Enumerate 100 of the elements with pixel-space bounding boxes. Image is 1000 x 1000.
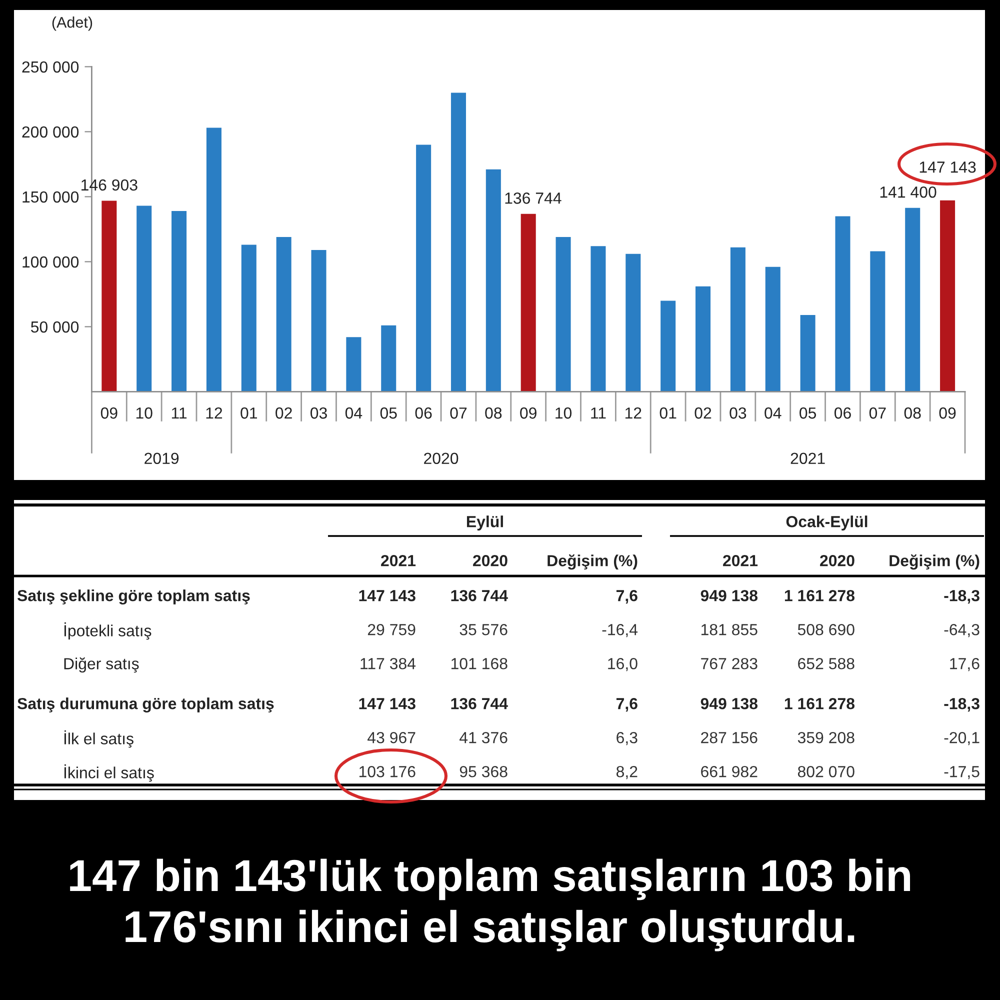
text: 949 138 xyxy=(700,590,758,602)
text: 147 143 xyxy=(359,698,416,710)
bar xyxy=(800,315,816,392)
category-label: Değişim (%) xyxy=(548,554,638,570)
text: 43 967 xyxy=(368,732,416,744)
bar xyxy=(556,237,571,392)
bar xyxy=(311,250,326,392)
y-tick-label: 100 000 xyxy=(22,256,79,268)
category-label: Değişim (%) xyxy=(890,554,980,570)
text: 41 376 xyxy=(460,732,508,744)
text: -64,3 xyxy=(944,624,980,638)
bar xyxy=(940,200,956,392)
text: 136 744 xyxy=(451,698,508,710)
text: 7,6 xyxy=(616,590,638,604)
text: 652 588 xyxy=(798,658,854,670)
bar xyxy=(241,244,256,392)
y-tick-label: 250 000 xyxy=(22,61,79,73)
x-tick-label: 05 xyxy=(800,407,816,419)
y-tick-label: 150 000 xyxy=(22,191,79,203)
text: -20,1 xyxy=(944,732,980,746)
data-label: 147 143 xyxy=(920,161,976,173)
text: 6,3 xyxy=(616,732,638,746)
x-tick-label: 09 xyxy=(100,407,118,419)
text: 802 070 xyxy=(798,766,854,778)
x-tick-label: 12 xyxy=(206,407,222,419)
text: 117 384 xyxy=(360,658,416,670)
text: 95 368 xyxy=(460,766,508,778)
category-label: 2020 xyxy=(473,554,508,566)
y-tick-label: 50 000 xyxy=(30,321,79,333)
text: 1 161 278 xyxy=(784,590,855,602)
category-label: Satış durumuna göre toplam satış xyxy=(17,698,274,712)
text: 949 138 xyxy=(700,698,758,710)
text: 8,2 xyxy=(616,766,638,780)
x-tick-label: 02 xyxy=(694,407,712,419)
text: 17,6 xyxy=(950,658,980,672)
x-tick-label: 09 xyxy=(520,407,536,419)
text: 7,6 xyxy=(616,698,638,712)
bar xyxy=(102,200,117,392)
text: 35 576 xyxy=(460,624,508,636)
x-tick-label: 06 xyxy=(834,407,851,419)
text: 1 161 278 xyxy=(784,698,855,710)
x-tick-label: 11 xyxy=(172,408,187,419)
category-label: Satış şekline göre toplam satış xyxy=(17,590,250,604)
data-label: 146 903 xyxy=(82,179,138,191)
x-tick-label: 03 xyxy=(310,407,327,419)
bar xyxy=(381,325,396,392)
x-tick-label: 04 xyxy=(764,407,782,419)
x-tick-label: 10 xyxy=(136,407,152,419)
text: 29 759 xyxy=(368,624,416,636)
text: 767 283 xyxy=(701,658,758,670)
category-label: 2021 xyxy=(723,554,758,566)
category-label: İkinci el satış xyxy=(64,764,154,782)
y-tick-label: 200 000 xyxy=(22,126,79,138)
text: -17,5 xyxy=(944,766,980,780)
x-tick-label: 03 xyxy=(730,407,746,419)
text: 103 176 xyxy=(359,766,416,778)
bar xyxy=(346,337,362,392)
category-label: 2021 xyxy=(381,554,416,566)
x-tick-label: 10 xyxy=(556,407,572,419)
text: 2020 xyxy=(424,452,458,464)
category-label: İpotekli satış xyxy=(64,622,152,640)
text: 147 143 xyxy=(359,590,416,602)
x-tick-label: 07 xyxy=(869,407,886,419)
text: -18,3 xyxy=(944,698,980,712)
text: 101 168 xyxy=(451,658,508,670)
y-axis-title: (Adet) xyxy=(52,16,92,31)
bar xyxy=(696,286,711,392)
bar xyxy=(486,169,501,392)
x-tick-label: 05 xyxy=(380,407,397,419)
bar xyxy=(590,246,606,392)
x-tick-label: 08 xyxy=(485,407,502,419)
text: 359 208 xyxy=(798,732,854,744)
category-label: 2020 xyxy=(820,554,854,566)
text: Ocak-Eylül xyxy=(786,516,868,530)
bar xyxy=(870,251,886,392)
text: 147 bin 143'lük toplam satışların 103 bin 176'sını ikinci el satışlar oluşturdu. xyxy=(70,858,910,952)
bar xyxy=(416,144,432,392)
data-label: 141 400 xyxy=(880,186,936,198)
text: -16,4 xyxy=(602,624,638,638)
text: -18,3 xyxy=(944,590,980,604)
x-tick-label: 06 xyxy=(415,407,432,419)
text: 508 690 xyxy=(798,624,854,636)
x-tick-label: 12 xyxy=(625,407,642,419)
data-label: 136 744 xyxy=(505,192,562,204)
x-tick-label: 11 xyxy=(591,408,606,419)
x-tick-label: 01 xyxy=(240,407,257,419)
bar xyxy=(835,216,850,392)
bar xyxy=(520,214,536,392)
bar xyxy=(730,247,746,392)
bar xyxy=(450,92,466,392)
bar xyxy=(276,237,292,392)
x-tick-label: 07 xyxy=(450,407,467,419)
text: 661 982 xyxy=(701,766,758,778)
text: 136 744 xyxy=(451,590,508,602)
category-label: Diğer satış xyxy=(64,657,139,673)
bar xyxy=(206,128,222,392)
x-tick-label: 04 xyxy=(345,407,362,419)
category-label: İlk el satış xyxy=(64,730,134,748)
bar xyxy=(905,208,920,392)
text: Eylül xyxy=(466,516,503,530)
